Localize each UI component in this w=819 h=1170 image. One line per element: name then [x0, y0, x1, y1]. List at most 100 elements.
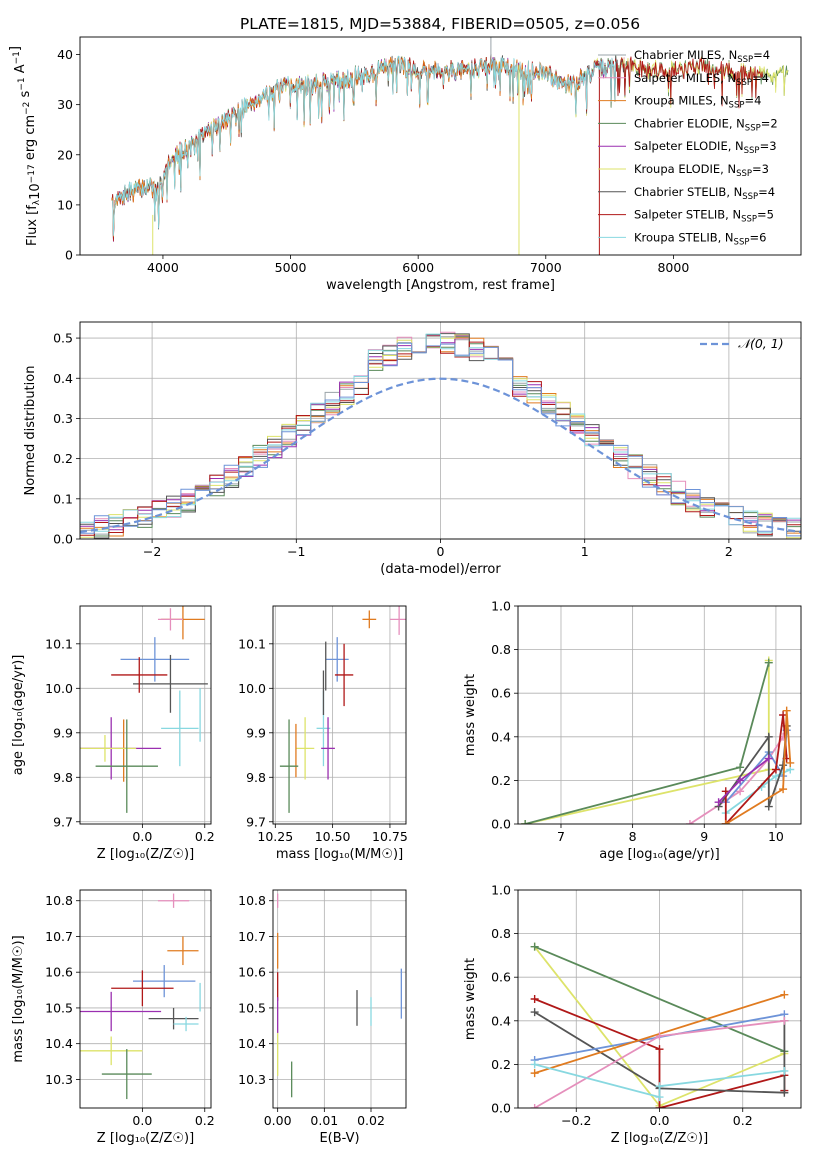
y-axis-label-part: Flux [f: [25, 205, 40, 246]
x-axis-label: Z [log₁₀(Z/Z☉)]: [97, 1131, 194, 1146]
x-tick-label: 7000: [530, 260, 562, 275]
x-tick-label: 9: [700, 829, 708, 844]
x-axis-label: age [log₁₀(age/yr)]: [599, 847, 720, 862]
legend-entry: Kroupa STELIB, NSSP=6: [634, 230, 766, 247]
errorbars-age-vs-mass: [279, 606, 406, 813]
histograms: [80, 331, 801, 539]
errorbar-point: [321, 717, 335, 780]
y-tick-label: 10.8: [238, 893, 266, 908]
axes-spectrum: 4000 5000 6000 7000 8000 0 10 20 30 40: [57, 47, 689, 275]
weight-marker: [780, 1088, 789, 1097]
weight-marker: [780, 990, 789, 999]
panels: 4000 5000 6000 7000 8000010203040wavelength …: [8, 36, 802, 1146]
weight-marker: [530, 1060, 539, 1069]
x-tick-label: 0.0: [132, 829, 152, 844]
x-tick-label: 0.2: [733, 1113, 753, 1128]
y-tick-label: 9.9: [246, 725, 266, 740]
residual-legend: 𝒩(0, 1): [700, 336, 784, 351]
weight-marker: [655, 1093, 664, 1102]
errorbar-point: [157, 893, 190, 908]
y-tick-label: 10.0: [45, 681, 73, 696]
y-axis-label-part: −17: [27, 164, 37, 183]
legend-suffix: =3: [760, 139, 777, 153]
spectrum-lines: [111, 37, 789, 255]
frame-weight-vs-Z: [517, 889, 802, 1109]
y-tick-label: 9.9: [53, 725, 73, 740]
weight-marker: [530, 1104, 539, 1108]
y-tick-label: 20: [57, 147, 73, 162]
legend-suffix: =5: [757, 208, 774, 222]
y-tick-label: 10.1: [238, 636, 266, 651]
weight-marker: [779, 785, 788, 794]
errorbar-point: [157, 608, 183, 631]
errorbar-point: [111, 970, 174, 1007]
x-tick-label: 8000: [657, 260, 689, 275]
y-tick-label: 9.7: [246, 814, 266, 829]
x-tick-label: −2: [143, 544, 161, 559]
legend-label: Kroupa MILES, N: [634, 94, 729, 108]
frame-spectrum: [79, 36, 802, 256]
legend-sub: SSP: [745, 123, 761, 133]
weight-marker: [655, 1032, 664, 1041]
y-tick-label: 30: [57, 97, 73, 112]
y-tick-label: 10.3: [45, 1072, 73, 1087]
weight-marker: [736, 763, 745, 772]
y-axis-label: Flux [fλ10−17 erg cm−2 s−1 A−1]: [8, 46, 43, 246]
y-tick-label: 10: [57, 197, 73, 212]
normal-curve: [80, 377, 801, 534]
legend-label: Salpeter MILES, N: [634, 71, 736, 85]
x-tick-label: 10.50: [315, 829, 351, 844]
axes-residuals: −2 −1 0 1 2 0.0 0.1 0.2 0.3 0.4 0.5: [53, 322, 801, 559]
y-axis-label: mass weight: [463, 674, 478, 756]
errorbar-point: [167, 936, 199, 966]
weight-lines-weight-vs-Z: [530, 942, 789, 1108]
y-tick-label: 0.2: [491, 1057, 511, 1072]
y-axis-label-part: s: [18, 90, 33, 101]
weight-series: [689, 736, 784, 824]
x-tick-label: 6000: [402, 260, 434, 275]
y-tick-label: 0.4: [491, 1013, 511, 1028]
weight-series: [534, 945, 785, 1053]
y-tick-label: 0.6: [491, 686, 511, 701]
x-axis-label: E(B-V): [319, 1131, 359, 1146]
weight-marker: [782, 706, 791, 715]
x-tick-label: 8: [629, 829, 637, 844]
errorbar-point: [334, 643, 354, 707]
y-tick-label: 0.2: [491, 773, 511, 788]
y-tick-label: 0.3: [53, 411, 73, 426]
weight-marker: [736, 776, 745, 785]
x-tick-label: 0.02: [357, 1113, 385, 1128]
weight-marker: [780, 1066, 789, 1075]
errorbars-mass-vs-Z: [80, 893, 201, 1100]
x-tick-label: 2: [725, 544, 733, 559]
errorbar-point: [80, 735, 137, 762]
y-tick-label: 10.7: [45, 929, 73, 944]
y-tick-label: 9.8: [246, 770, 266, 785]
weight-marker: [721, 820, 730, 824]
weight-series: [524, 662, 770, 824]
errorbar-point: [295, 717, 315, 780]
weight-marker: [530, 1069, 539, 1078]
errorbar-point: [362, 610, 377, 629]
weight-marker: [764, 802, 773, 811]
frame-age-vs-Z: [79, 605, 212, 825]
x-tick-label: 10.75: [372, 829, 408, 844]
x-tick-label: 1: [581, 544, 589, 559]
y-tick-label: 0.4: [491, 729, 511, 744]
weight-marker: [771, 765, 780, 774]
weight-series: [725, 710, 792, 824]
errorbar-point: [161, 690, 199, 767]
legend-sub: SSP: [736, 78, 752, 88]
weight-marker: [764, 754, 773, 763]
weight-marker: [655, 1045, 664, 1054]
y-axis-label-part: ]: [8, 46, 23, 51]
weight-marker: [530, 942, 539, 951]
errorbars-mass-vs-ebv: [277, 893, 402, 1098]
weight-marker: [685, 820, 694, 824]
y-tick-label: 9.7: [53, 814, 73, 829]
x-axis-label: Z [log₁₀(Z/Z☉)]: [611, 1131, 708, 1146]
errorbars-age-vs-Z: [80, 606, 208, 813]
x-tick-label: 7: [557, 829, 565, 844]
y-tick-label: 9.8: [53, 770, 73, 785]
